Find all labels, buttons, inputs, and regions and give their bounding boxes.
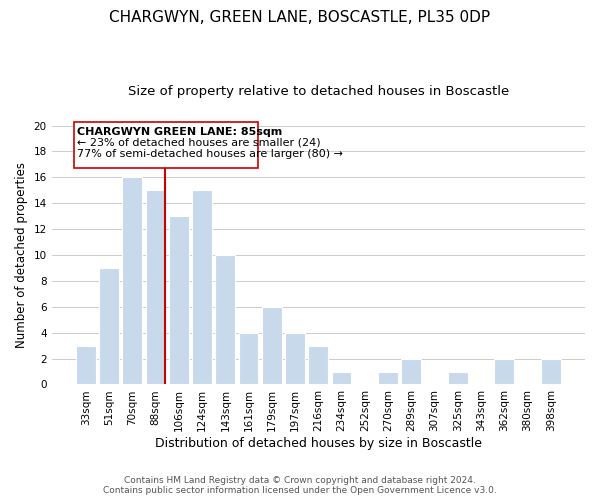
Text: ← 23% of detached houses are smaller (24): ← 23% of detached houses are smaller (24…: [77, 138, 320, 148]
Bar: [239, 332, 259, 384]
Text: CHARGWYN, GREEN LANE, BOSCASTLE, PL35 0DP: CHARGWYN, GREEN LANE, BOSCASTLE, PL35 0D…: [109, 10, 491, 25]
Bar: [262, 307, 282, 384]
Bar: [448, 372, 468, 384]
Title: Size of property relative to detached houses in Boscastle: Size of property relative to detached ho…: [128, 85, 509, 98]
Bar: [378, 372, 398, 384]
Text: 77% of semi-detached houses are larger (80) →: 77% of semi-detached houses are larger (…: [77, 149, 343, 159]
Bar: [146, 190, 166, 384]
FancyBboxPatch shape: [74, 122, 258, 168]
Bar: [332, 372, 352, 384]
Text: Contains HM Land Registry data © Crown copyright and database right 2024.
Contai: Contains HM Land Registry data © Crown c…: [103, 476, 497, 495]
Bar: [308, 346, 328, 385]
Bar: [494, 358, 514, 384]
Y-axis label: Number of detached properties: Number of detached properties: [15, 162, 28, 348]
Bar: [215, 255, 235, 384]
X-axis label: Distribution of detached houses by size in Boscastle: Distribution of detached houses by size …: [155, 437, 482, 450]
Bar: [169, 216, 188, 384]
Bar: [76, 346, 95, 385]
Bar: [99, 268, 119, 384]
Text: CHARGWYN GREEN LANE: 85sqm: CHARGWYN GREEN LANE: 85sqm: [77, 128, 282, 138]
Bar: [541, 358, 561, 384]
Bar: [401, 358, 421, 384]
Bar: [192, 190, 212, 384]
Bar: [285, 332, 305, 384]
Bar: [122, 178, 142, 384]
